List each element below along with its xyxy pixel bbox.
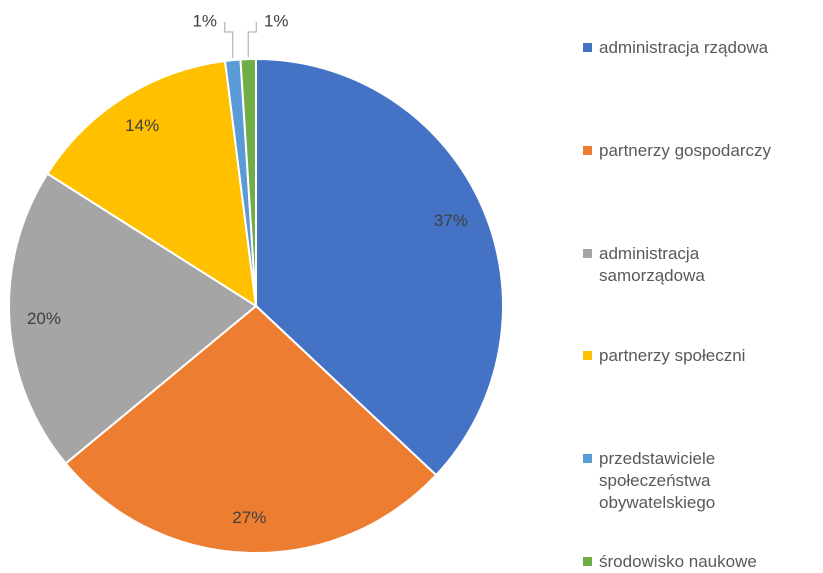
legend-swatch xyxy=(583,454,592,464)
legend-item: administracja samorządowa xyxy=(583,243,804,287)
data-label: 37% xyxy=(434,211,468,230)
pie-chart: 37% 27% 20% 14% 1% 1% xyxy=(8,11,504,554)
legend-swatch xyxy=(583,43,592,52)
legend-swatch xyxy=(583,351,592,361)
legend-item: partnerzy gospodarczy xyxy=(583,140,771,162)
pie-slice xyxy=(64,304,438,554)
data-label: 1% xyxy=(192,11,217,30)
data-label: 1% xyxy=(264,11,289,30)
legend-item: partnerzy społeczni xyxy=(583,345,745,367)
legend-label: środowisko naukowe xyxy=(599,552,757,571)
leader-line xyxy=(247,22,257,58)
legend-label: administracja samorządowa xyxy=(599,243,705,285)
legend-item: administracja rządowa xyxy=(583,37,768,59)
leader-line xyxy=(224,22,234,59)
legend-item: środowisko naukowe xyxy=(583,551,757,573)
legend-label: przedstawiciele społeczeństwa obywatelsk… xyxy=(599,449,716,513)
pie-slice xyxy=(8,172,258,465)
legend-swatch xyxy=(583,145,592,155)
pie-slice xyxy=(46,59,258,308)
legend-swatch xyxy=(583,248,592,258)
legend-label: administracja rządowa xyxy=(599,38,769,57)
legend-swatch xyxy=(583,557,592,566)
pie-slice xyxy=(255,57,504,477)
legend-label: partnerzy społeczni xyxy=(599,346,746,366)
data-label: 20% xyxy=(27,309,61,328)
data-label: 14% xyxy=(125,116,159,135)
data-label: 27% xyxy=(232,508,266,527)
pie-slice xyxy=(239,57,257,307)
legend-label: partnerzy gospodarczy xyxy=(599,140,771,160)
legend-item: przedstawiciele społeczeństwa obywatelsk… xyxy=(583,448,804,514)
